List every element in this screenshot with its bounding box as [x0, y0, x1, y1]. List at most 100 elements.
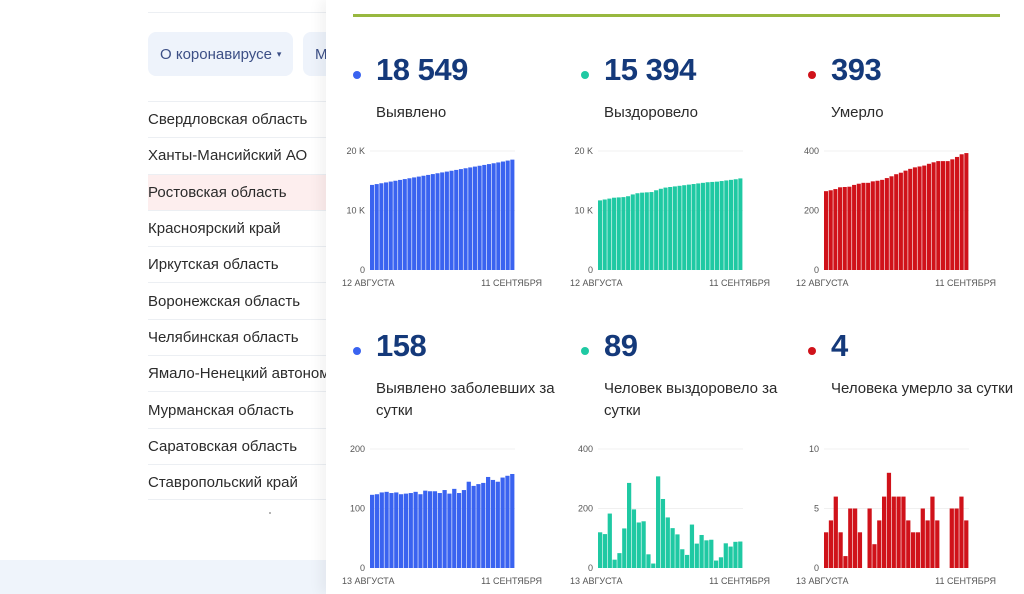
bar[interactable] — [660, 498, 666, 568]
bar[interactable] — [964, 520, 969, 568]
bar[interactable] — [641, 521, 646, 568]
bar[interactable] — [656, 476, 661, 568]
bar[interactable] — [482, 164, 487, 270]
bar[interactable] — [894, 174, 899, 270]
bar[interactable] — [728, 179, 734, 270]
bar[interactable] — [724, 180, 729, 270]
bar[interactable] — [843, 556, 848, 568]
bar[interactable] — [602, 199, 607, 270]
bar[interactable] — [388, 181, 393, 270]
bar[interactable] — [442, 490, 447, 568]
bar[interactable] — [738, 541, 743, 568]
bar[interactable] — [689, 524, 695, 568]
bar[interactable] — [833, 189, 838, 270]
bar[interactable] — [476, 484, 481, 568]
bar[interactable] — [500, 161, 506, 270]
bar[interactable] — [733, 541, 738, 568]
bar[interactable] — [848, 508, 853, 569]
bar[interactable] — [680, 549, 685, 568]
bar[interactable] — [505, 160, 510, 270]
bar[interactable] — [379, 183, 384, 270]
bar[interactable] — [510, 159, 515, 270]
bar[interactable] — [426, 174, 431, 270]
bar[interactable] — [889, 176, 894, 270]
bar[interactable] — [399, 494, 404, 568]
bar[interactable] — [705, 182, 710, 270]
bar[interactable] — [828, 190, 833, 270]
bar[interactable] — [393, 180, 398, 270]
bar[interactable] — [449, 170, 454, 270]
bar[interactable] — [636, 522, 641, 568]
bar[interactable] — [877, 520, 882, 568]
bar[interactable] — [374, 184, 379, 270]
bar[interactable] — [903, 170, 908, 270]
bar[interactable] — [466, 481, 471, 568]
bar[interactable] — [912, 167, 917, 270]
bar[interactable] — [403, 493, 409, 568]
bar[interactable] — [421, 175, 426, 270]
bar[interactable] — [630, 194, 635, 270]
bar[interactable] — [686, 184, 691, 270]
bar[interactable] — [959, 496, 964, 568]
bar[interactable] — [635, 193, 640, 270]
region-list-item[interactable]: Челябинская область — [148, 318, 328, 355]
bar[interactable] — [505, 475, 510, 568]
bar[interactable] — [959, 154, 964, 270]
bar[interactable] — [950, 159, 955, 270]
bar[interactable] — [930, 496, 935, 568]
bar[interactable] — [471, 485, 476, 568]
bar[interactable] — [718, 557, 724, 568]
bar[interactable] — [738, 178, 743, 270]
bar[interactable] — [461, 490, 467, 568]
bar[interactable] — [649, 192, 654, 270]
bar[interactable] — [463, 168, 468, 270]
bar[interactable] — [598, 532, 603, 568]
bar[interactable] — [665, 517, 670, 568]
bar[interactable] — [646, 554, 651, 568]
bar[interactable] — [379, 492, 384, 568]
region-list-item[interactable]: Ямало-Ненецкий автоном — [148, 355, 328, 391]
region-list-item[interactable]: Ханты-Мансийский АО — [148, 137, 328, 173]
bar[interactable] — [704, 540, 709, 568]
bar[interactable] — [598, 200, 603, 270]
bar[interactable] — [906, 520, 911, 568]
bar[interactable] — [891, 496, 896, 568]
bar[interactable] — [917, 166, 922, 270]
bar[interactable] — [853, 508, 858, 569]
bar[interactable] — [370, 494, 375, 568]
bar[interactable] — [719, 181, 724, 270]
bar[interactable] — [949, 508, 954, 569]
about-coronavirus-dropdown[interactable]: О коронавирусе ▾ — [148, 32, 294, 76]
bar[interactable] — [616, 197, 621, 270]
bar[interactable] — [954, 156, 960, 270]
bar[interactable] — [423, 490, 428, 568]
bar[interactable] — [714, 181, 720, 270]
bar[interactable] — [402, 179, 407, 270]
bar[interactable] — [370, 184, 375, 270]
bar[interactable] — [898, 172, 903, 270]
bar[interactable] — [842, 186, 847, 270]
bar[interactable] — [486, 164, 492, 270]
bar[interactable] — [838, 532, 843, 568]
bar[interactable] — [477, 165, 482, 270]
bar[interactable] — [733, 179, 738, 270]
bar[interactable] — [672, 186, 677, 270]
bar[interactable] — [495, 481, 500, 568]
bar[interactable] — [714, 560, 719, 568]
bar[interactable] — [884, 178, 889, 270]
bar[interactable] — [510, 473, 515, 568]
bar[interactable] — [710, 181, 715, 270]
bar[interactable] — [901, 496, 906, 568]
bar[interactable] — [685, 554, 690, 568]
bar[interactable] — [389, 493, 394, 568]
region-list-item[interactable]: Красноярский край — [148, 209, 328, 246]
bar[interactable] — [398, 179, 403, 270]
bar[interactable] — [408, 493, 413, 568]
bar[interactable] — [709, 539, 714, 568]
bar[interactable] — [428, 491, 433, 568]
bar[interactable] — [908, 168, 913, 270]
bar[interactable] — [440, 172, 445, 270]
region-list-item[interactable]: Воронежская область — [148, 282, 328, 318]
bar[interactable] — [374, 494, 380, 568]
bar[interactable] — [435, 173, 440, 270]
